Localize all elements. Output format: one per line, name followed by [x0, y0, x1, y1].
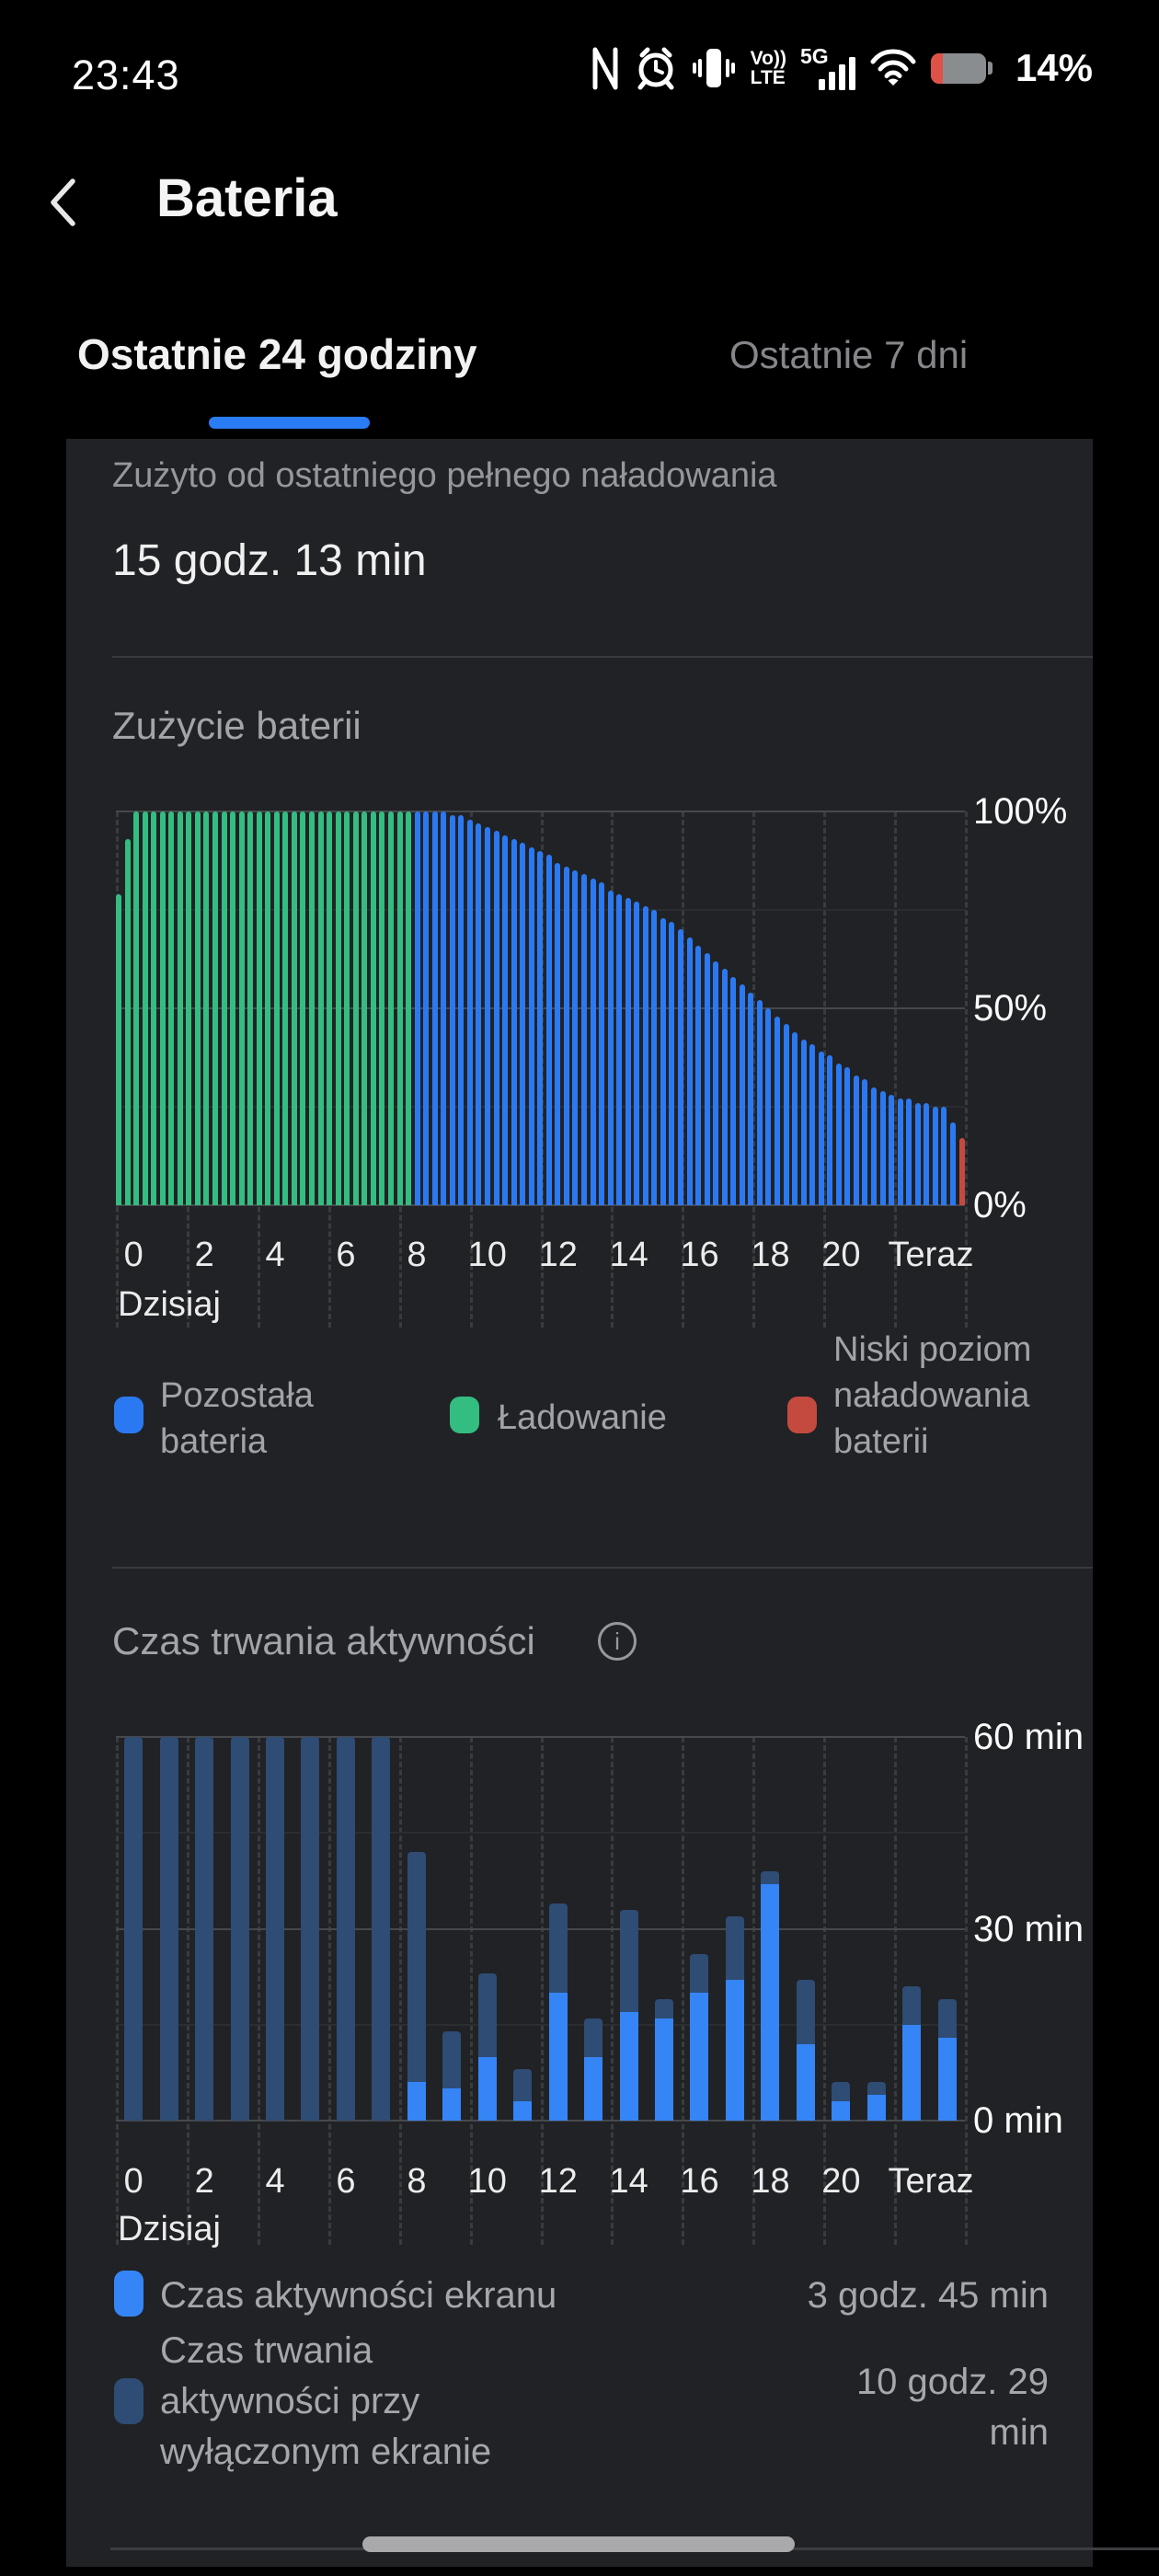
legend-label-charging: Ładowanie	[498, 1398, 667, 1437]
battery-percent: 14%	[1015, 46, 1093, 89]
battery-icon	[930, 52, 993, 84]
alarm-icon	[635, 46, 677, 90]
signal-strength-icon: 5G	[800, 44, 855, 92]
legend-label-low-battery: Niski poziom naładowania baterii	[833, 1330, 1032, 1461]
legend-swatch-screen-off	[114, 2378, 143, 2424]
nfc-icon	[590, 46, 621, 90]
legend-swatch-remaining-battery	[114, 1397, 143, 1433]
battery-chart-x-axis: 0 2 4 6 8 10 12 14 16 18 20 Teraz	[123, 1236, 974, 1274]
activity-duration-title: Czas trwania aktywności	[112, 1619, 535, 1662]
volte-icon: Vo)) LTE	[750, 48, 786, 88]
scrollbar-thumb[interactable]	[362, 2536, 795, 2552]
x-axis-subtitle: Dzisiaj	[118, 2210, 221, 2248]
battery-usage-chart: 100% 50% 0% 0 2 4 6 8 10 12 14 16 18 20 Teraz Dzisiaj	[116, 791, 1067, 1328]
status-icons: Vo)) LTE 5G 14%	[590, 40, 1093, 96]
info-icon[interactable]: i	[598, 1622, 637, 1661]
vibrate-icon	[691, 46, 737, 90]
bottom-edge	[0, 2567, 1159, 2576]
wifi-icon	[869, 49, 917, 87]
legend-swatch-low-battery	[787, 1397, 817, 1433]
page-title: Bateria	[156, 168, 338, 228]
legend-label-screen-off: Czas trwania aktywności przy wyłączonym …	[160, 2330, 492, 2472]
battery-usage-title: Zużycie baterii	[112, 704, 361, 747]
tab-last-24-hours[interactable]: Ostatnie 24 godziny	[77, 330, 477, 378]
tab-last-7-days[interactable]: Ostatnie 7 dni	[729, 333, 969, 376]
tab-active-indicator	[209, 417, 370, 429]
summary-label: Zużyto od ostatniego pełnego naładowania	[112, 456, 777, 495]
legend-label-remaining-battery: Pozostała bateria	[160, 1376, 314, 1461]
legend-swatch-charging	[450, 1397, 479, 1433]
summary-value: 15 godz. 13 min	[112, 536, 427, 585]
battery-content-card	[66, 439, 1093, 2576]
legend-label-screen-on: Czas aktywności ekranu	[160, 2275, 557, 2316]
legend-value-screen-on: 3 godz. 45 min	[807, 2275, 1049, 2316]
chevron-left-icon	[47, 177, 78, 233]
activity-chart-grid	[116, 1736, 968, 2245]
x-axis-subtitle: Dzisiaj	[118, 1285, 221, 1324]
activity-chart-bars	[116, 1737, 965, 2121]
back-button[interactable]	[37, 177, 88, 232]
activity-duration-chart: 60 min 30 min 0 min 0 2 4 6 8 10 12 14 16 18 20 Teraz…	[116, 1717, 1084, 2248]
legend-swatch-screen-on	[114, 2271, 143, 2317]
status-time: 23:43	[72, 52, 180, 98]
divider	[112, 1567, 1093, 1569]
battery-chart-bars	[116, 811, 965, 1205]
divider	[112, 656, 1093, 658]
battery-low-fill	[930, 52, 943, 84]
legend-value-screen-off: 10 godz. 29 min	[855, 2362, 1049, 2453]
activity-chart-x-axis: 0 2 4 6 8 10 12 14 16 18 20 Teraz	[123, 2162, 974, 2201]
